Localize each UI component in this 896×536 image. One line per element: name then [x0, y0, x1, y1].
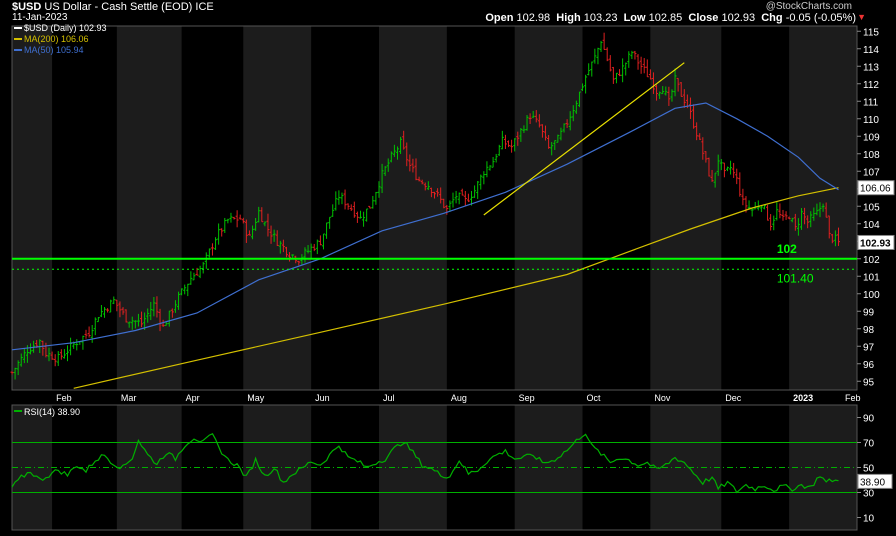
chart-header: $USD US Dollar - Cash Settle (EOD) ICE 1…	[0, 0, 896, 24]
x-tick-label: 2023	[793, 393, 813, 403]
x-tick-label: May	[247, 393, 265, 403]
y-tick-label: 101	[863, 272, 880, 283]
y-tick-label: 110	[863, 115, 879, 126]
chart-date: 11-Jan-2023	[12, 12, 68, 23]
rsi-tick-label: 30	[863, 489, 875, 500]
y-tick-label: 98	[863, 325, 875, 336]
y-tick-label: 109	[863, 132, 880, 143]
month-band	[116, 26, 182, 390]
open-value: 102.98	[516, 12, 551, 24]
month-band	[514, 26, 583, 390]
x-tick-label: Aug	[451, 393, 467, 403]
y-tick-label: 96	[863, 360, 875, 371]
symbol: $USD	[12, 1, 42, 13]
y-tick-label: 99	[863, 307, 875, 318]
low-value: 102.85	[648, 12, 683, 24]
month-band	[378, 26, 447, 390]
exchange: ICE	[195, 1, 214, 13]
level-label: 101.40	[777, 271, 814, 285]
x-tick-label: Sep	[519, 393, 535, 403]
x-tick-label: Nov	[654, 393, 671, 403]
y-tick-label: 105	[863, 202, 880, 213]
rsi-last-tag: 38.90	[860, 477, 885, 488]
y-tick-label: 115	[863, 27, 879, 38]
high-value: 103.23	[583, 12, 618, 24]
y-tick-label: 107	[863, 167, 880, 178]
month-band	[243, 26, 312, 390]
y-tick-label: 95	[863, 377, 875, 388]
trendline	[483, 62, 685, 216]
ma50-line	[11, 102, 839, 351]
ohlc-readout: Open 102.98 High 103.23 Low 102.85 Close…	[485, 12, 856, 24]
rsi-legend-swatch	[14, 410, 22, 412]
down-arrow-icon: ▼	[857, 12, 866, 22]
y-tick-label: 113	[863, 62, 879, 73]
rsi-tick-label: 10	[863, 514, 875, 525]
x-tick-label: Feb	[845, 393, 861, 403]
ma200-tag: 106.06	[860, 184, 891, 195]
chg-label: Chg	[761, 12, 783, 24]
high-label: High	[556, 12, 581, 24]
x-tick-label: Dec	[725, 393, 742, 403]
ma200-line	[73, 187, 839, 389]
rsi-tag-box	[857, 473, 893, 489]
watermark: @StockCharts.com	[765, 1, 852, 12]
chg-value: -0.05 (-0.05%)	[785, 12, 856, 24]
rsi-legend: RSI(14) 38.90	[24, 407, 80, 417]
open-label: Open	[485, 12, 514, 24]
ma200-tag-box	[857, 180, 895, 196]
x-tick-label: Feb	[56, 393, 72, 403]
month-band	[12, 405, 53, 530]
x-tick-label: Mar	[121, 393, 137, 403]
last-price-tag-box	[857, 234, 895, 250]
x-tick-label: Apr	[186, 393, 200, 403]
rsi-line	[11, 433, 839, 494]
support-label: 102	[777, 242, 797, 256]
low-label: Low	[623, 12, 646, 24]
month-band	[650, 26, 722, 390]
y-tick-label: 108	[863, 150, 880, 161]
rsi-tick-label: 50	[863, 464, 875, 475]
legend-entry: MA(200) 106.06	[24, 34, 89, 44]
legend-swatch	[14, 27, 22, 29]
price-panel-border	[11, 25, 858, 391]
y-tick-label: 97	[863, 342, 875, 353]
y-tick-label: 114	[863, 45, 879, 56]
y-tick-label: 100	[863, 290, 880, 301]
legend-swatch	[14, 38, 22, 40]
close-value: 102.93	[721, 12, 756, 24]
month-band	[12, 26, 53, 390]
rsi-tick-label: 70	[863, 439, 875, 450]
y-tick-label: 112	[863, 80, 879, 91]
close-label: Close	[688, 12, 719, 24]
x-tick-label: Jun	[315, 393, 330, 403]
y-tick-label: 102	[863, 255, 880, 266]
x-tick-label: Jul	[383, 393, 395, 403]
legend-entry: MA(50) 105.94	[24, 45, 84, 55]
chart-title: $USD US Dollar - Cash Settle (EOD) ICE	[12, 1, 214, 13]
legend-swatch	[14, 49, 22, 51]
last-price-tag: 102.93	[860, 238, 891, 249]
rsi-tick-label: 90	[863, 414, 875, 425]
y-tick-label: 111	[863, 97, 879, 108]
legend-entry: $USD (Daily) 102.93	[24, 23, 107, 33]
y-tick-label: 104	[863, 220, 880, 231]
x-tick-label: Oct	[587, 393, 602, 403]
instrument-name: US Dollar - Cash Settle (EOD)	[44, 1, 193, 13]
